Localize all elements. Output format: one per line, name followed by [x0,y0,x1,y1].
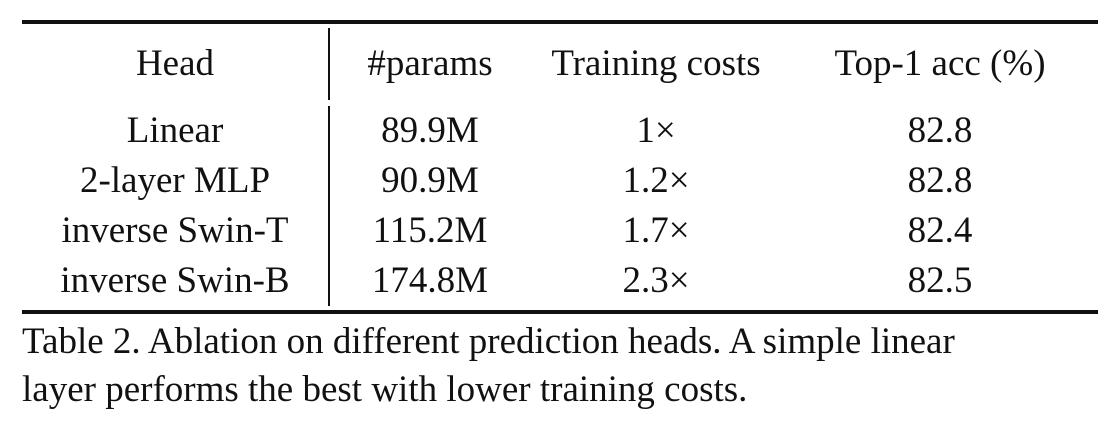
table-bottom-rule [22,310,1098,314]
cell-params: 115.2M [372,210,488,251]
cell-training-costs: 2.3× [622,260,690,301]
cell-head: inverse Swin-B [22,256,330,306]
cell-params: 90.9M [381,160,479,201]
cell-params: 174.8M [371,260,489,301]
table-row: Linear 89.9M 1× 82.8 [22,106,1098,156]
header-training-costs: Training costs [551,43,761,84]
cell-params: 89.9M [381,110,479,151]
cell-head: 2-layer MLP [22,156,330,206]
header-top1-acc: Top-1 acc (%) [834,43,1046,84]
cell-top1-acc: 82.8 [907,110,973,151]
header-head: Head [22,28,330,100]
table-body: Linear 89.9M 1× 82.8 2-layer MLP 90.9M 1… [22,100,1098,310]
cell-training-costs: 1.2× [622,160,690,201]
cell-top1-acc: 82.5 [907,260,973,301]
table-header-row: Head #params Training costs Top-1 acc (%… [22,24,1098,100]
caption-line-2: layer performs the best with lower train… [22,369,748,410]
caption-line-1: Table 2. Ablation on different predictio… [22,321,955,362]
table-row: 2-layer MLP 90.9M 1.2× 82.8 [22,156,1098,206]
cell-head: inverse Swin-T [22,206,330,256]
table-caption: Table 2. Ablation on different predictio… [22,318,1107,414]
cell-head: Linear [22,106,330,156]
table-row: inverse Swin-B 174.8M 2.3× 82.5 [22,256,1098,306]
ablation-table: Head #params Training costs Top-1 acc (%… [22,20,1098,314]
cell-top1-acc: 82.4 [907,210,973,251]
cell-training-costs: 1.7× [622,210,690,251]
table-top-rule [22,20,1098,24]
cell-top1-acc: 82.8 [907,160,973,201]
header-params: #params [367,43,493,84]
table-row: inverse Swin-T 115.2M 1.7× 82.4 [22,206,1098,256]
cell-training-costs: 1× [636,110,676,151]
